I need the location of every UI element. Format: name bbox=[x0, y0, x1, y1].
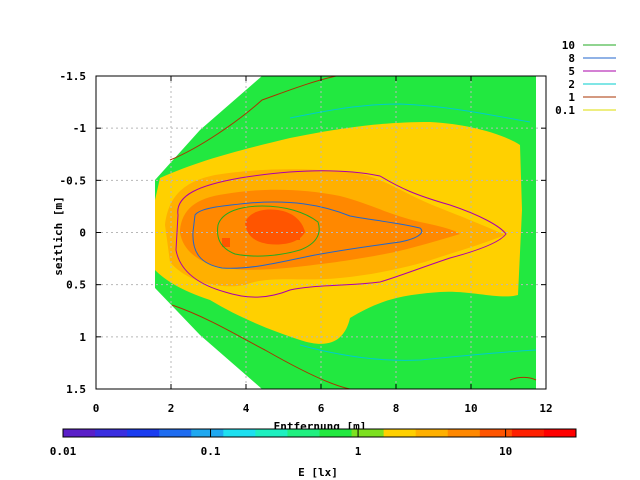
legend-label: 1 bbox=[568, 91, 575, 104]
x-tick-label: 0 bbox=[93, 402, 100, 415]
heat-spot-2 bbox=[290, 228, 300, 240]
colorbar-segment-13 bbox=[480, 429, 513, 437]
x-tick-label: 8 bbox=[393, 402, 400, 415]
colorbar-tick-label: 10 bbox=[499, 445, 512, 458]
y-tick-label: 1 bbox=[79, 331, 86, 344]
colorbar-segment-2 bbox=[127, 429, 160, 437]
colorbar: 0.01 0.1 1 10 bbox=[50, 429, 577, 458]
legend-label: 0.1 bbox=[555, 104, 575, 117]
chart: 0 2 4 6 8 10 12 -1.5-1-0.500.511.5 Entfernung … bbox=[0, 0, 640, 480]
colorbar-segment-15 bbox=[544, 429, 577, 437]
y-tick-label: 0 bbox=[79, 227, 86, 240]
x-tick-label: 4 bbox=[243, 402, 250, 415]
y-tick-label: -1 bbox=[73, 122, 87, 135]
colorbar-segment-0 bbox=[63, 429, 96, 437]
colorbar-segment-1 bbox=[95, 429, 128, 437]
colorbar-segment-10 bbox=[384, 429, 417, 437]
y-tick-label: -1.5 bbox=[60, 70, 87, 83]
x-tick-label: 2 bbox=[168, 402, 175, 415]
colorbar-tick-label: 0.1 bbox=[201, 445, 221, 458]
colorbar-segment-7 bbox=[287, 429, 320, 437]
x-tick-label: 10 bbox=[464, 402, 477, 415]
colorbar-segment-14 bbox=[512, 429, 545, 437]
y-axis-label: seitlich [m] bbox=[52, 196, 65, 275]
colorbar-label: E [lx] bbox=[298, 466, 338, 479]
colorbar-segment-4 bbox=[191, 429, 224, 437]
y-tick-label: 0.5 bbox=[66, 279, 86, 292]
colorbar-segment-6 bbox=[255, 429, 288, 437]
x-tick-label: 12 bbox=[539, 402, 552, 415]
colorbar-segment-11 bbox=[416, 429, 449, 437]
x-tick-label: 6 bbox=[318, 402, 325, 415]
legend-label: 10 bbox=[562, 39, 575, 52]
y-tick-label: -0.5 bbox=[60, 174, 87, 187]
colorbar-segment-8 bbox=[320, 429, 353, 437]
colorbar-tick-label: 1 bbox=[355, 445, 362, 458]
colorbar-segment-9 bbox=[352, 429, 385, 437]
legend-label: 5 bbox=[568, 65, 575, 78]
y-tick-label: 1.5 bbox=[66, 383, 86, 396]
colorbar-segment-5 bbox=[223, 429, 256, 437]
legend-label: 8 bbox=[568, 52, 575, 65]
colorbar-tick-label: 0.01 bbox=[50, 445, 77, 458]
colorbar-segment-12 bbox=[448, 429, 481, 437]
colorbar-segment-3 bbox=[159, 429, 192, 437]
legend-label: 2 bbox=[568, 78, 575, 91]
